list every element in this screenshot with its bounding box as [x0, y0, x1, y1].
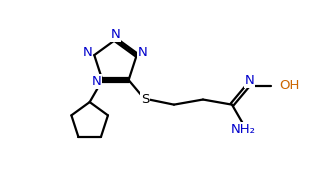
Text: N: N	[91, 75, 101, 88]
Text: S: S	[141, 93, 149, 106]
Text: OH: OH	[280, 79, 300, 92]
Text: N: N	[83, 46, 92, 59]
Text: N: N	[110, 28, 121, 41]
Text: NH₂: NH₂	[230, 123, 255, 136]
Text: N: N	[245, 74, 254, 87]
Text: N: N	[138, 46, 148, 59]
